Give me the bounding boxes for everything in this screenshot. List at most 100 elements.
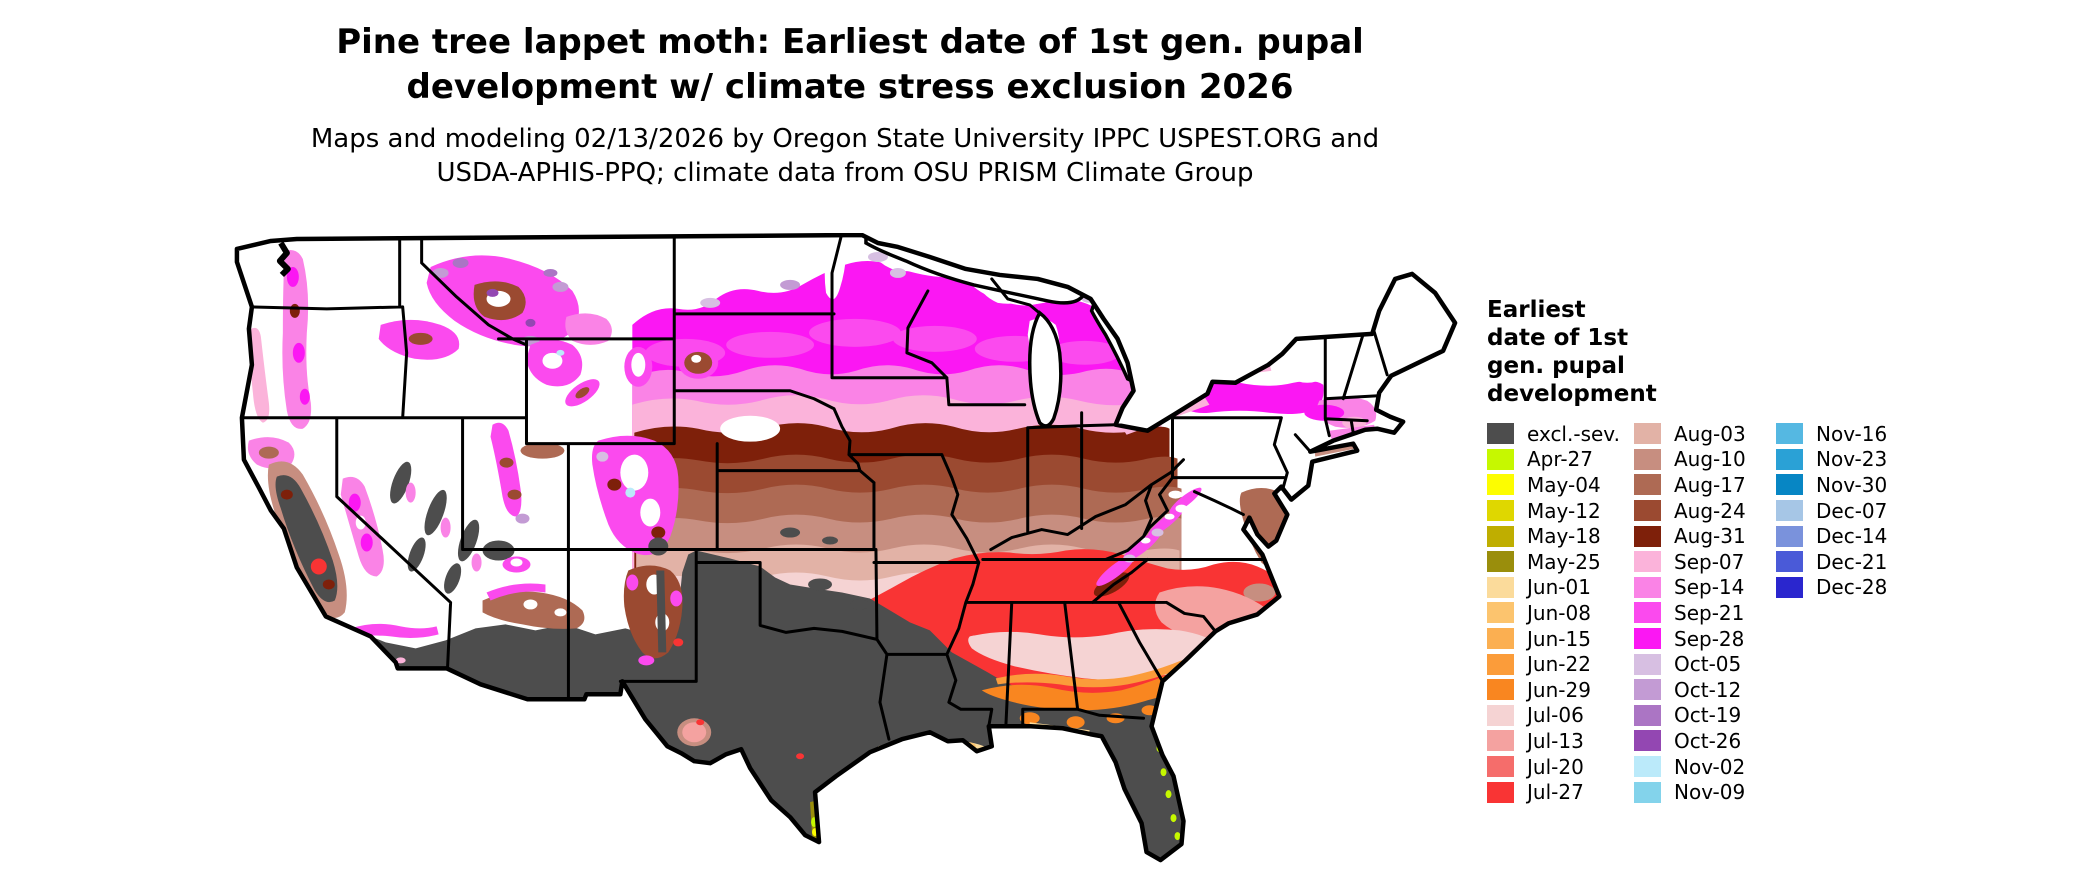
legend-item: Jul-20 xyxy=(1487,754,1620,780)
legend-swatch xyxy=(1634,576,1661,598)
legend-swatch xyxy=(1634,628,1661,650)
legend-swatch xyxy=(1487,781,1514,803)
legend-item: Sep-07 xyxy=(1634,549,1746,575)
legend-title: Earliest date of 1st gen. pupal developm… xyxy=(1487,297,1657,407)
legend-swatch xyxy=(1487,551,1514,573)
legend-label: Dec-28 xyxy=(1816,575,1888,600)
legend-label: Aug-31 xyxy=(1674,524,1746,549)
legend-item: Jul-06 xyxy=(1487,703,1620,729)
legend-label: Sep-07 xyxy=(1674,549,1745,574)
legend-label: May-12 xyxy=(1527,498,1601,523)
legend-swatch xyxy=(1634,448,1661,470)
legend-item: May-04 xyxy=(1487,472,1620,498)
subtitle-line-1: Maps and modeling 02/13/2026 by Oregon S… xyxy=(310,124,1380,154)
map-fill-layers xyxy=(236,234,1456,861)
legend-label: Oct-12 xyxy=(1674,677,1742,702)
us-map xyxy=(230,232,1460,892)
legend-label: Dec-21 xyxy=(1816,549,1888,574)
legend-item: Jun-15 xyxy=(1487,626,1620,652)
legend-swatch xyxy=(1634,602,1661,624)
legend-label: Jul-06 xyxy=(1527,703,1584,728)
legend-swatch xyxy=(1634,474,1661,496)
legend-label: Apr-27 xyxy=(1527,447,1593,472)
legend-label: May-18 xyxy=(1527,524,1601,549)
legend-item: Apr-27 xyxy=(1487,447,1620,473)
legend-item: Nov-16 xyxy=(1776,421,1887,447)
legend-column-1: excl.-sev. Apr-27 May-04 May-12 May-18 May-25… xyxy=(1487,421,1620,805)
legend-label: Nov-16 xyxy=(1816,421,1888,446)
legend-label: Nov-09 xyxy=(1674,780,1746,805)
legend-item: Jun-29 xyxy=(1487,677,1620,703)
legend-swatch xyxy=(1776,474,1803,496)
legend-swatch xyxy=(1776,551,1803,573)
legend-item: Nov-23 xyxy=(1776,447,1887,473)
legend-label: May-25 xyxy=(1527,549,1601,574)
puget-sound xyxy=(276,241,291,278)
legend-item: Oct-26 xyxy=(1634,728,1746,754)
legend-swatch xyxy=(1634,781,1661,803)
legend-label: Jun-22 xyxy=(1527,652,1591,677)
subtitle: Maps and modeling 02/13/2026 by Oregon S… xyxy=(0,122,1690,190)
title-line-1: Pine tree lappet moth: Earliest date of … xyxy=(336,22,1364,62)
legend-swatch xyxy=(1634,704,1661,726)
legend-item: Nov-02 xyxy=(1634,754,1746,780)
legend-label: Sep-28 xyxy=(1674,626,1745,651)
legend-item: Aug-31 xyxy=(1634,523,1746,549)
legend-item: Dec-07 xyxy=(1776,498,1887,524)
legend-swatch xyxy=(1487,628,1514,650)
legend-label: Jul-27 xyxy=(1527,780,1584,805)
legend-label: Jul-20 xyxy=(1527,754,1584,779)
state-borders xyxy=(240,234,1389,741)
legend-swatch xyxy=(1776,525,1803,547)
lake-michigan xyxy=(1027,310,1063,428)
legend-swatch xyxy=(1487,474,1514,496)
legend-item: Aug-17 xyxy=(1634,472,1746,498)
legend-swatch xyxy=(1487,653,1514,675)
legend-swatch xyxy=(1776,448,1803,470)
legend-swatch xyxy=(1776,500,1803,522)
legend-swatch xyxy=(1634,730,1661,752)
legend-item: Sep-21 xyxy=(1634,600,1746,626)
legend-label: Jun-29 xyxy=(1527,677,1591,702)
legend-label: Dec-14 xyxy=(1816,524,1888,549)
legend-item: Nov-09 xyxy=(1634,779,1746,805)
legend-item: Dec-28 xyxy=(1776,575,1887,601)
legend-swatch xyxy=(1487,730,1514,752)
legend-item: Oct-05 xyxy=(1634,651,1746,677)
conus-outline xyxy=(234,232,1458,863)
central-valley-red-spot xyxy=(310,558,327,575)
legend-swatch xyxy=(1487,423,1514,445)
legend-swatch xyxy=(1487,679,1514,701)
page-title: Pine tree lappet moth: Earliest date of … xyxy=(0,20,1700,110)
legend-item: Oct-12 xyxy=(1634,677,1746,703)
legend-swatch xyxy=(1634,756,1661,778)
legend-item: excl.-sev. xyxy=(1487,421,1620,447)
legend-label: Aug-03 xyxy=(1674,421,1746,446)
legend-swatch xyxy=(1776,423,1803,445)
legend-label: Nov-02 xyxy=(1674,754,1746,779)
title-line-2: development w/ climate stress exclusion … xyxy=(406,67,1294,107)
legend-swatch xyxy=(1487,602,1514,624)
legend-item: Aug-03 xyxy=(1634,421,1746,447)
legend-swatch xyxy=(1487,525,1514,547)
legend-item: Aug-10 xyxy=(1634,447,1746,473)
legend-item: Jun-22 xyxy=(1487,651,1620,677)
legend-label: Jun-01 xyxy=(1527,575,1591,600)
legend-column-3: Nov-16 Nov-23 Nov-30 Dec-07 Dec-14 Dec-21 Dec-… xyxy=(1776,421,1887,600)
legend-label: Sep-14 xyxy=(1674,575,1745,600)
legend-item: Jun-01 xyxy=(1487,575,1620,601)
legend-label: Oct-19 xyxy=(1674,703,1742,728)
legend-label: Aug-10 xyxy=(1674,447,1746,472)
legend-swatch xyxy=(1634,525,1661,547)
legend-swatch xyxy=(1487,576,1514,598)
legend-label: Nov-23 xyxy=(1816,447,1888,472)
legend-column-2: Aug-03 Aug-10 Aug-17 Aug-24 Aug-31 Sep-07 Sep-… xyxy=(1634,421,1746,805)
legend-item: Sep-28 xyxy=(1634,626,1746,652)
legend-swatch xyxy=(1776,576,1803,598)
legend-label: excl.-sev. xyxy=(1527,421,1620,446)
legend-item: Aug-24 xyxy=(1634,498,1746,524)
legend-item: Oct-19 xyxy=(1634,703,1746,729)
legend-label: Aug-24 xyxy=(1674,498,1746,523)
legend-swatch xyxy=(1487,500,1514,522)
